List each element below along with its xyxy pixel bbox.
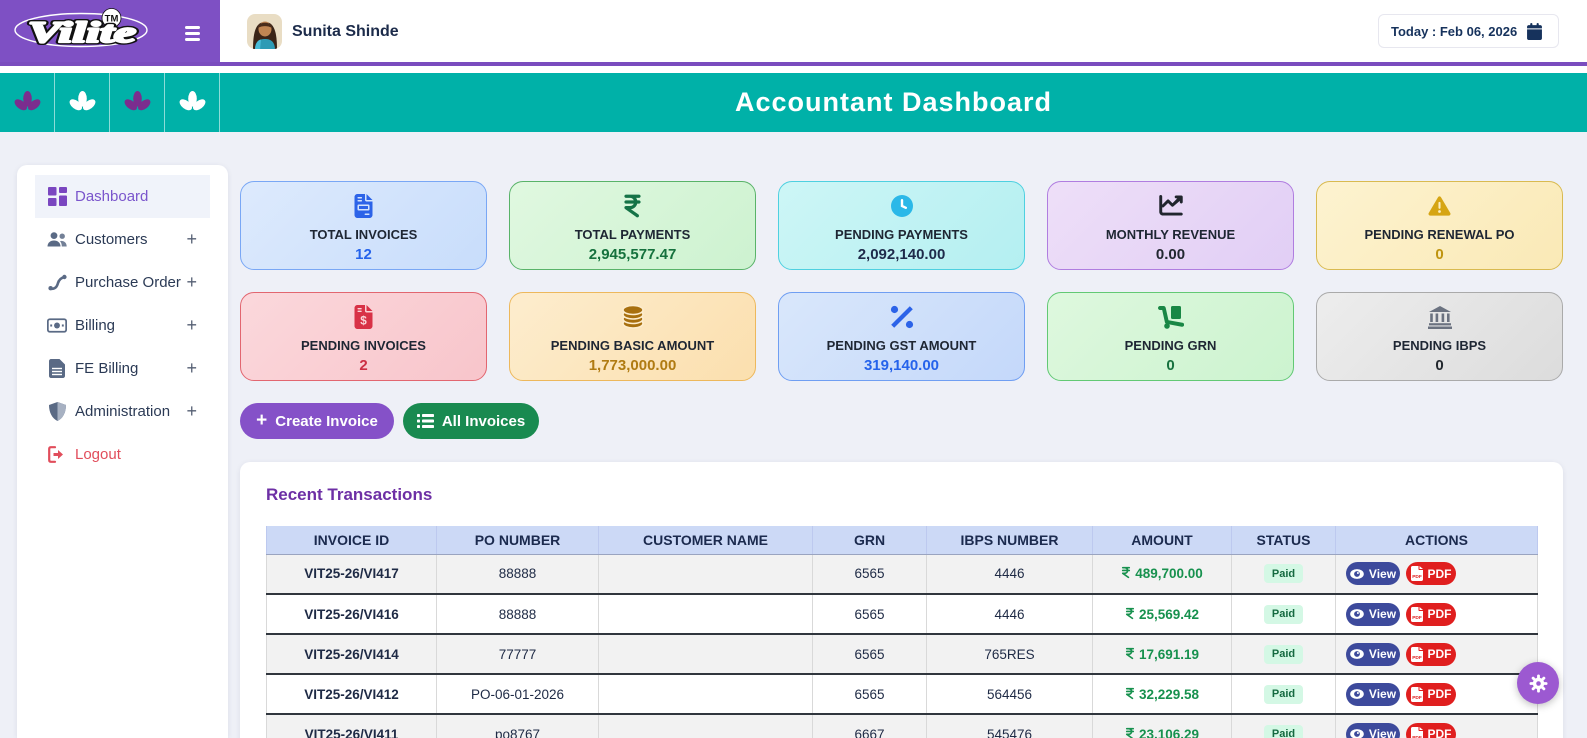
svg-text:Vilite: Vilite: [28, 16, 136, 49]
svg-text:$: $: [360, 315, 367, 328]
svg-text:PDF: PDF: [1412, 615, 1422, 621]
svg-text:PDF: PDF: [1412, 655, 1422, 661]
svg-text:PDF: PDF: [1412, 695, 1422, 701]
svg-text:Vilite: Vilite: [28, 16, 136, 49]
svg-text:PDF: PDF: [1412, 574, 1422, 580]
svg-text:TM: TM: [105, 14, 119, 25]
svg-text:PDF: PDF: [1412, 735, 1422, 738]
